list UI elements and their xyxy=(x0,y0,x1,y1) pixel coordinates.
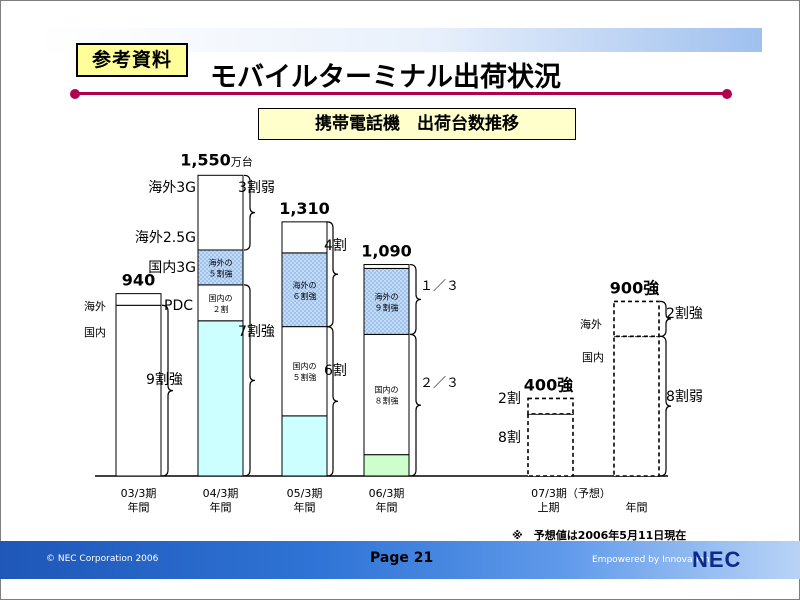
footer-band xyxy=(0,541,800,579)
segment-label-2-overseas_2_5g-1: 海外の xyxy=(293,280,317,290)
bar-segment-4-domestic xyxy=(527,413,574,477)
brace-fy05-overseas xyxy=(326,221,339,328)
segment-label-2-domestic_3g-2: ５割強 xyxy=(293,372,317,382)
bar-segment-2-overseas_3g xyxy=(281,221,328,254)
brace-fy07-domestic xyxy=(659,335,672,477)
segment-label-1-domestic_3g-2: ２割 xyxy=(213,304,229,314)
segment-label-1-overseas_2_5g-2: ５割強 xyxy=(209,268,233,278)
bar-segment-4-overseas xyxy=(527,397,574,415)
page-title: モバイルターミナル出荷状況 xyxy=(210,62,561,93)
total-label-1: 1,550万台 xyxy=(180,150,253,169)
category-label-2-line2: 年間 xyxy=(294,500,316,514)
brace-fy06-overseas xyxy=(409,263,422,335)
share-fy03-domestic: 9割強 xyxy=(146,371,183,388)
segment-label-1-domestic_3g-1: 国内の xyxy=(209,293,233,303)
brace-fy04-overseas xyxy=(243,174,256,251)
footer-tagline: Empowered by Innovation xyxy=(592,555,710,565)
pdc-label: PDC xyxy=(164,298,193,314)
category-label-3-line2: 年間 xyxy=(376,500,398,514)
bar-segment-3-domestic_3g xyxy=(363,333,410,456)
category-label-1-line1: 04/3期 xyxy=(203,487,239,500)
share-fy07-overseas: 2割強 xyxy=(666,305,703,322)
overseas-3g-label: 海外3G xyxy=(148,180,196,196)
overseas-2-5g-label: 海外2.5G xyxy=(135,230,196,246)
forecast-note: ※ 予想値は2006年5月11日現在 xyxy=(512,529,687,542)
bar-segment-0-overseas xyxy=(115,293,162,306)
segment-label-2-domestic_3g-1: 国内の xyxy=(293,361,317,371)
chart-subtitle: 携帯電話機 出荷台数推移 xyxy=(258,108,576,140)
underline-left-dot xyxy=(70,89,80,99)
share-fy07-domestic: 8割弱 xyxy=(666,388,703,405)
brace-fy06-domestic xyxy=(409,333,422,477)
bar-segment-2-domestic_3g xyxy=(281,326,328,417)
bar-segment-1-domestic_3g xyxy=(197,284,244,322)
category-label-4-line2: 上期 xyxy=(538,501,560,514)
bar-segment-3-overseas_3g xyxy=(363,264,410,269)
segment-label-2-overseas_2_5g-2: ６割強 xyxy=(293,291,317,301)
category-label-4-line1: 07/3期（予想） xyxy=(531,486,611,500)
bar-segment-5-overseas xyxy=(613,300,660,338)
bar-segment-3-overseas_2_5g xyxy=(363,267,410,335)
share-fy06-domestic: ２／３ xyxy=(420,376,459,391)
share-fy04-domestic: 7割強 xyxy=(238,323,275,340)
bar-segment-3-domestic_pdc xyxy=(363,454,410,477)
fy03-overseas-label: 海外 xyxy=(84,299,106,313)
segment-label-3-domestic_3g-1: 国内の xyxy=(375,385,399,395)
category-label-3-line1: 06/3期 xyxy=(369,487,405,500)
total-label-3: 1,090 xyxy=(361,242,412,261)
share-fy07h1-domestic: 8割 xyxy=(498,429,521,446)
domestic-3g-label: 国内3G xyxy=(148,260,196,276)
brace-fy04-domestic xyxy=(243,284,256,477)
brace-fy07-overseas xyxy=(659,300,672,337)
bar-segment-1-overseas_3g xyxy=(197,174,244,251)
total-label-5: 900強 xyxy=(610,278,659,297)
total-label-4: 400強 xyxy=(524,375,573,394)
bar-segment-1-domestic_pdc xyxy=(197,320,244,477)
segment-label-3-domestic_3g-2: ８割強 xyxy=(375,396,399,406)
category-label-0-line2: 年間 xyxy=(128,500,150,514)
fy03-domestic-label: 国内 xyxy=(84,325,106,339)
footer-copyright: © NEC Corporation 2006 xyxy=(46,554,159,564)
bar-segment-0-domestic xyxy=(115,304,162,477)
total-label-2: 1,310 xyxy=(279,199,330,218)
share-fy04-overseas: 3割弱 xyxy=(238,179,275,196)
fy07-overseas-label: 海外 xyxy=(580,317,602,331)
underline-right-dot xyxy=(722,89,732,99)
bar-segment-5-domestic xyxy=(613,335,660,477)
category-label-5-line2: 年間 xyxy=(626,500,648,514)
total-label-0: 940 xyxy=(122,271,155,290)
share-fy05-domestic: 6割 xyxy=(324,362,347,379)
page-number: Page 21 xyxy=(370,550,434,566)
share-fy06-overseas: １／３ xyxy=(420,279,459,294)
brace-fy05-domestic xyxy=(326,326,339,477)
title-underline xyxy=(76,92,728,95)
category-label-0-line1: 03/3期 xyxy=(121,487,157,500)
share-fy07h1-overseas: 2割 xyxy=(498,390,521,407)
segment-label-1-overseas_2_5g-1: 海外の xyxy=(209,257,233,267)
category-label-2-line1: 05/3期 xyxy=(287,487,323,500)
bar-segment-1-overseas_2_5g xyxy=(197,249,244,286)
category-label-1-line2: 年間 xyxy=(210,500,232,514)
brace-fy03-domestic xyxy=(161,304,174,477)
fy07-domestic-label: 国内 xyxy=(582,350,604,364)
bar-segment-2-domestic_pdc xyxy=(281,415,328,477)
reference-badge: 参考資料 xyxy=(76,43,188,77)
nec-logo: NEC xyxy=(692,547,742,572)
segment-label-3-overseas_2_5g-1: 海外の xyxy=(375,291,399,301)
segment-label-3-overseas_2_5g-2: ９割強 xyxy=(375,302,399,312)
bar-segment-2-overseas_2_5g xyxy=(281,252,328,328)
share-fy05-overseas: 4割 xyxy=(324,237,347,254)
